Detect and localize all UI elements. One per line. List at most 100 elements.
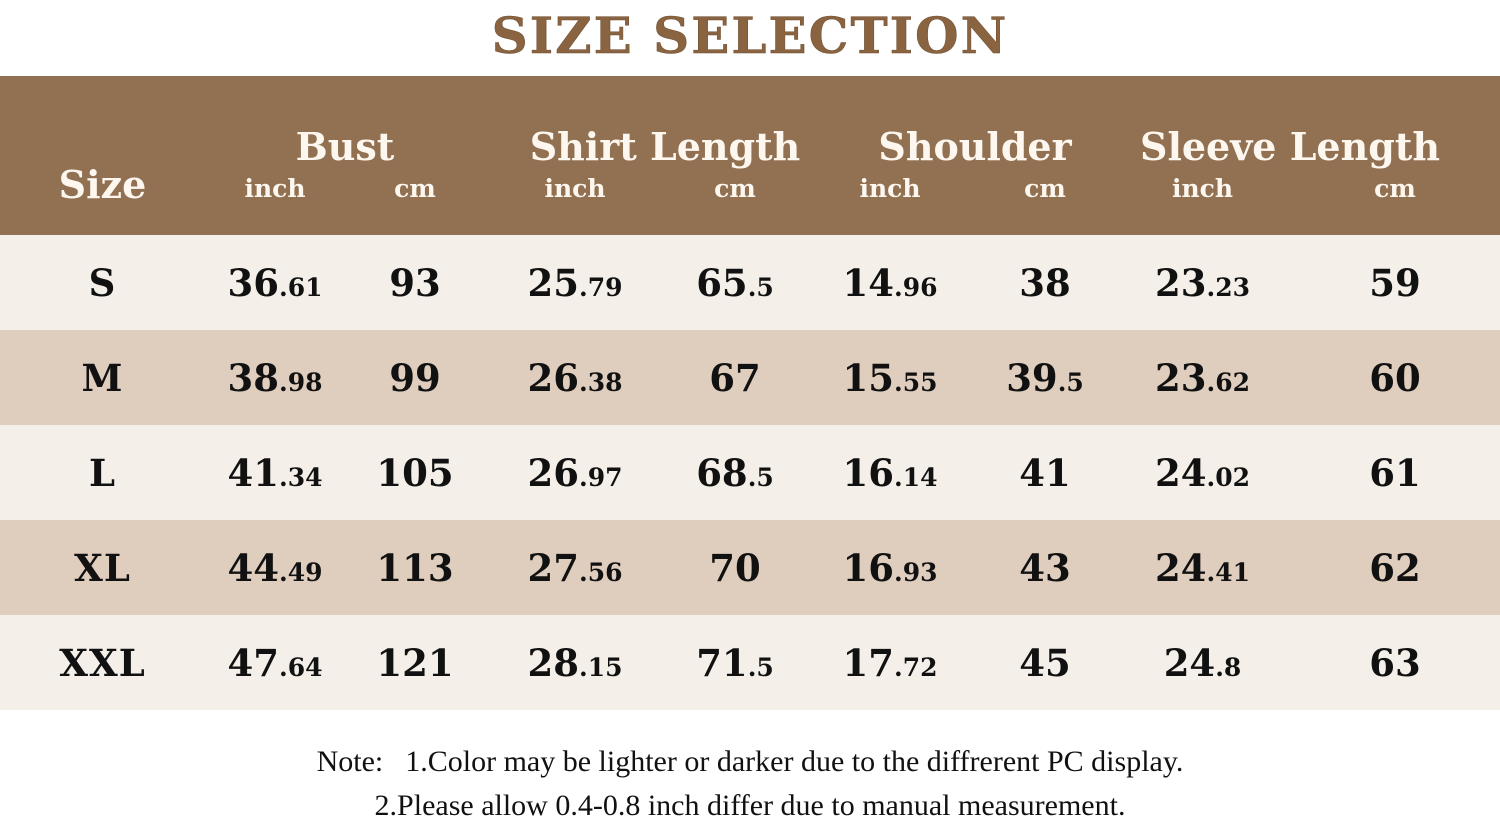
note-line-2: 2.Please allow 0.4-0.8 inch differ due t…	[0, 784, 1500, 828]
cell-sleeve-inch: 24.41	[1115, 520, 1290, 615]
value-int: 26	[527, 450, 580, 495]
value-int: 15	[842, 355, 895, 400]
header-size: Size	[0, 76, 205, 235]
value-dec: .23	[1206, 272, 1251, 302]
value-int: 41	[227, 450, 280, 495]
value-dec: .55	[894, 367, 938, 397]
value-int: 71	[696, 640, 748, 685]
value-dec: .62	[1206, 367, 1251, 397]
header-shoulder-inch: Shoulder inch	[805, 76, 1071, 235]
cell-sleeve-cm: 61	[1369, 450, 1421, 495]
cell-size: L	[88, 450, 116, 495]
note-text-1: 1.Color may be lighter or darker due to …	[405, 745, 1184, 778]
header-group-shoulder: Shoulder	[878, 124, 1072, 169]
cell-bust-inch: 47.64	[205, 615, 345, 710]
cell-bust-cm: 113	[376, 545, 454, 590]
header-unit-bust-inch: inch	[244, 174, 306, 203]
cell-shirt-cm: 67	[665, 330, 805, 425]
value-dec: .41	[1206, 557, 1251, 587]
cell-shoulder-cm: 38	[1019, 260, 1071, 305]
cell-sleeve-cm: 63	[1369, 640, 1421, 685]
table-body: S 36.61 93 25.79 65.5 14.96 38 23.23 59 …	[0, 235, 1500, 710]
cell-shirt-cm: 65.5	[665, 235, 805, 330]
cell-bust-cm: 121	[376, 640, 454, 685]
header-row: Size Bust inch cm Shirt Length inch cm	[0, 76, 1500, 235]
value-dec: .93	[894, 557, 938, 587]
cell-shirt-cm: 71.5	[665, 615, 805, 710]
table-row: XXL 47.64 121 28.15 71.5 17.72 45 24.8 6…	[0, 615, 1500, 710]
value-int: 67	[709, 355, 761, 400]
header-sleeve-length-cm: cm	[1290, 76, 1500, 235]
cell-size: S	[88, 260, 117, 305]
header-unit-sleeve-cm: cm	[1374, 174, 1416, 203]
cell-bust-inch: 36.61	[205, 235, 345, 330]
value-int: 70	[709, 545, 761, 590]
cell-size: M	[81, 355, 124, 400]
table-row: M 38.98 99 26.38 67 15.55 39.5 23.62 60	[0, 330, 1500, 425]
value-int: 23	[1155, 355, 1207, 400]
value-dec: .14	[894, 462, 938, 492]
cell-shoulder-inch: 15.55	[805, 330, 975, 425]
value-dec: .96	[894, 272, 938, 302]
note-line-1: Note: 1.Color may be lighter or darker du…	[0, 740, 1500, 784]
value-int: 47	[227, 640, 280, 685]
value-int: 27	[527, 545, 580, 590]
page-title: SIZE SELECTION	[491, 5, 1009, 65]
value-int: 68	[696, 450, 748, 495]
cell-shoulder-inch: 16.93	[805, 520, 975, 615]
header-unit-shirt-cm: cm	[714, 174, 756, 203]
value-dec: .8	[1215, 652, 1242, 682]
value-dec: .02	[1206, 462, 1251, 492]
value-int: 25	[527, 260, 580, 305]
header-shoulder-cm: cm	[975, 76, 1115, 235]
cell-bust-cm: 99	[389, 355, 441, 400]
header-unit-shirt-inch: inch	[544, 174, 606, 203]
cell-bust-cm: 105	[376, 450, 454, 495]
notes-section: Note: 1.Color may be lighter or darker du…	[0, 740, 1500, 827]
value-int: 39	[1006, 355, 1058, 400]
value-int: 24	[1155, 450, 1207, 495]
value-int: 38	[227, 355, 280, 400]
value-int: 24	[1155, 545, 1207, 590]
header-unit-sleeve-inch: inch	[1171, 174, 1234, 203]
value-int: 28	[527, 640, 580, 685]
header-shirt-length-inch: Shirt Length inch	[485, 76, 801, 235]
table-row: XL 44.49 113 27.56 70 16.93 43 24.41 62	[0, 520, 1500, 615]
cell-sleeve-inch: 24.8	[1115, 615, 1290, 710]
cell-bust-cm: 93	[389, 260, 441, 305]
value-int: 24	[1163, 640, 1216, 685]
cell-shirt-inch: 26.38	[485, 330, 665, 425]
cell-bust-inch: 44.49	[205, 520, 345, 615]
cell-shirt-inch: 28.15	[485, 615, 665, 710]
cell-shirt-inch: 25.79	[485, 235, 665, 330]
size-chart-table: Size Bust inch cm Shirt Length inch cm	[0, 76, 1500, 710]
value-dec: .61	[279, 272, 323, 302]
header-group-shirt-length: Shirt Length	[529, 124, 801, 169]
cell-shoulder-cm: 41	[1019, 450, 1071, 495]
cell-shoulder-inch: 16.14	[805, 425, 975, 520]
page-title-container: SIZE SELECTION	[0, 0, 1500, 70]
cell-sleeve-inch: 24.02	[1115, 425, 1290, 520]
value-dec: .5	[747, 462, 774, 492]
note-text-2: 2.Please allow 0.4-0.8 inch differ due t…	[374, 788, 1126, 822]
table-header: Size Bust inch cm Shirt Length inch cm	[0, 76, 1500, 235]
value-dec: .38	[579, 367, 623, 397]
value-int: 65	[696, 260, 748, 305]
value-int: 26	[527, 355, 580, 400]
note-label: Note:	[316, 745, 384, 778]
value-int: 16	[842, 545, 895, 590]
cell-shoulder-inch: 14.96	[805, 235, 975, 330]
value-dec: .15	[579, 652, 623, 682]
value-dec: .5	[747, 272, 774, 302]
value-int: 36	[227, 260, 280, 305]
header-size-label: Size	[58, 162, 147, 207]
header-unit-bust-cm: cm	[394, 174, 436, 203]
header-bust-cm: cm	[345, 76, 485, 235]
cell-shoulder-cm: 39.5	[975, 330, 1115, 425]
cell-sleeve-cm: 62	[1369, 545, 1421, 590]
value-dec: .98	[279, 367, 323, 397]
cell-sleeve-cm: 59	[1369, 260, 1421, 305]
header-sleeve-length-inch: Sleeve Length inch	[1115, 76, 1440, 235]
header-bust-inch: Bust inch	[205, 76, 394, 235]
